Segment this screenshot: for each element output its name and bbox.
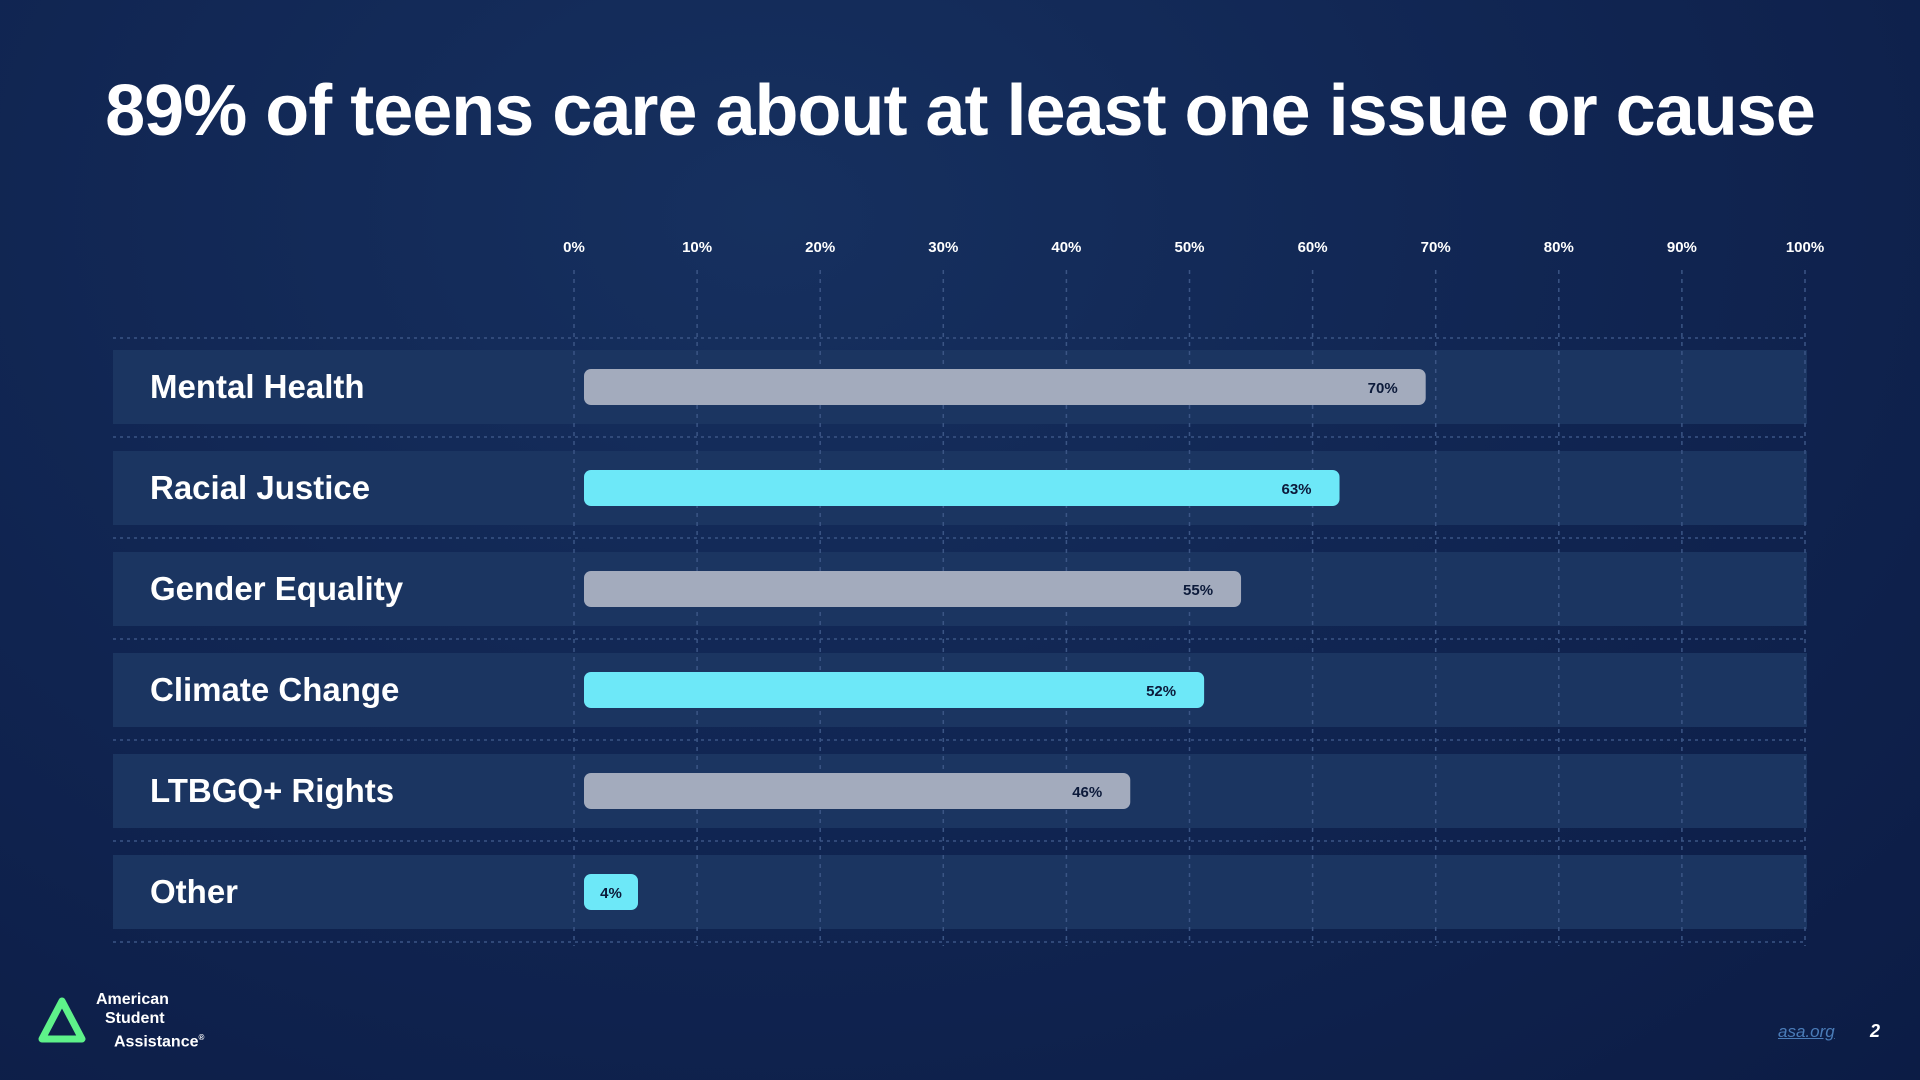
tick-label: 50% — [1174, 239, 1204, 256]
bar — [584, 369, 1426, 405]
bar — [584, 773, 1131, 809]
tick-label: 60% — [1298, 239, 1328, 256]
row-band — [113, 855, 1807, 929]
tick-label: 40% — [1051, 239, 1081, 256]
asa-logo[interactable]: American Student Assistance® — [36, 990, 204, 1051]
value-label: 4% — [600, 885, 622, 902]
logo-line-3: Assistance® — [114, 1033, 205, 1051]
value-label: 63% — [1281, 481, 1311, 498]
registered-mark: ® — [198, 1033, 205, 1042]
category-label: Gender Equality — [150, 570, 404, 607]
triangle-logo-icon — [38, 997, 86, 1043]
tick-label: 100% — [1786, 239, 1824, 256]
tick-label: 0% — [563, 239, 585, 256]
category-label: Climate Change — [150, 671, 399, 708]
logo-line-1: American — [96, 991, 169, 1008]
value-label: 52% — [1146, 683, 1176, 700]
bar — [584, 470, 1340, 506]
logo-line-2: Student — [105, 1010, 165, 1027]
page-number: 2 — [1870, 1021, 1881, 1041]
logo-wordmark: American Student Assistance® — [96, 990, 204, 1051]
value-label: 55% — [1183, 582, 1213, 599]
value-label: 70% — [1368, 380, 1398, 397]
bar — [584, 672, 1205, 708]
value-label: 46% — [1072, 784, 1102, 801]
category-label: Other — [150, 873, 238, 910]
tick-label: 20% — [805, 239, 835, 256]
tick-label: 80% — [1544, 239, 1574, 256]
bar — [584, 571, 1242, 607]
category-label: Racial Justice — [150, 469, 370, 506]
bar — [584, 874, 638, 910]
tick-label: 30% — [928, 239, 958, 256]
category-label: Mental Health — [150, 368, 365, 405]
category-label: LTBGQ+ Rights — [150, 772, 394, 809]
chart-title: 89% of teens care about at least one iss… — [105, 71, 1816, 151]
tick-label: 70% — [1421, 239, 1451, 256]
tick-label: 90% — [1667, 239, 1697, 256]
tick-label: 10% — [682, 239, 712, 256]
footer-link[interactable]: asa.org — [1778, 1022, 1835, 1041]
